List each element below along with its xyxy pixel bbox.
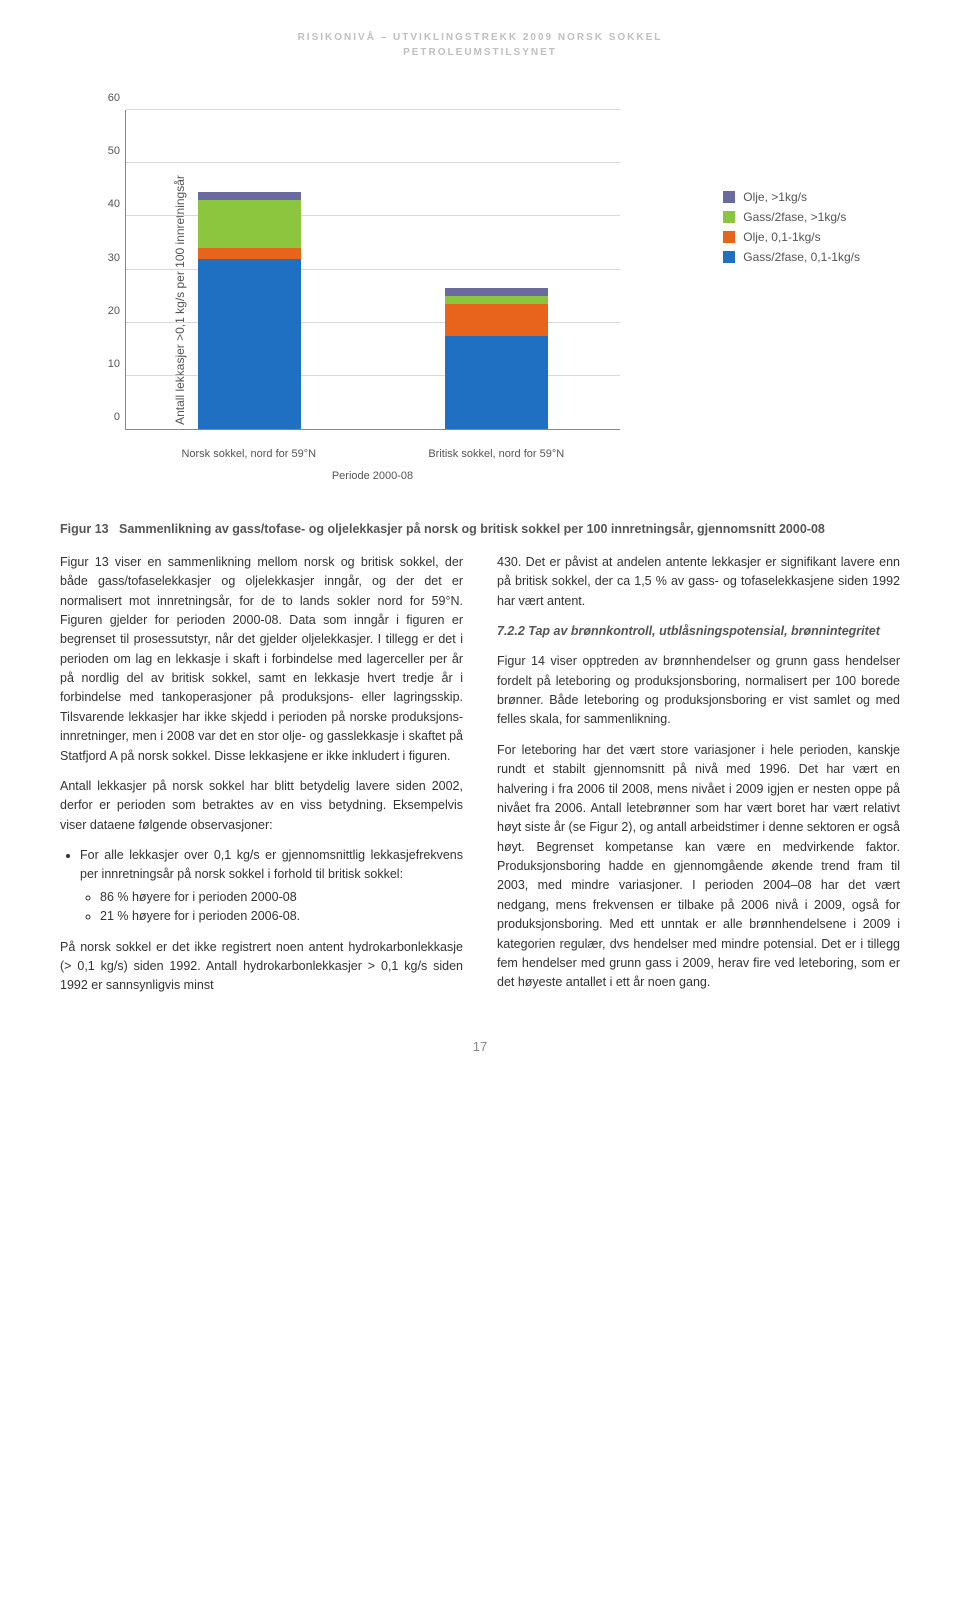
paragraph: Figur 14 viser opptreden av brønnhendels…	[497, 652, 900, 730]
legend-item: Gass/2fase, 0,1-1kg/s	[723, 250, 860, 264]
y-tick-label: 30	[96, 252, 120, 264]
section-subhead: 7.2.2 Tap av brønnkontroll, utblås­nings…	[497, 622, 900, 641]
body-text: Figur 13 viser en sammenlikning mellom n…	[60, 553, 900, 1005]
header-line-2: PETROLEUMSTILSYNET	[60, 45, 900, 60]
legend-label: Olje, >1kg/s	[743, 190, 807, 204]
bar-segment	[445, 288, 548, 296]
legend-swatch	[723, 251, 735, 263]
x-tick-label: Britisk sokkel, nord for 59°N	[407, 448, 585, 460]
list-item: For alle lekkasjer over 0,1 kg/s er gjen…	[80, 846, 463, 927]
legend-item: Gass/2fase, >1kg/s	[723, 210, 860, 224]
paragraph: Antall lekkasjer på norsk sokkel har bli…	[60, 777, 463, 835]
bar-segment	[198, 192, 301, 200]
figure-13-chart: Antall lekkasjer >0,1 kg/s per 100 innre…	[60, 100, 900, 500]
figure-label: Figur 13	[60, 522, 109, 536]
y-tick-label: 40	[96, 198, 120, 210]
paragraph: Figur 13 viser en sammenlikning mellom n…	[60, 553, 463, 766]
list-item: 86 % høyere for i perioden 2000-08	[100, 888, 463, 907]
list-item: 21 % høyere for i perioden 2006-08.	[100, 907, 463, 926]
legend-swatch	[723, 191, 735, 203]
paragraph: For leteboring har det vært store varias…	[497, 741, 900, 993]
y-tick-label: 50	[96, 145, 120, 157]
bar-segment	[445, 336, 548, 429]
x-axis-ticks: Norsk sokkel, nord for 59°N Britisk sokke…	[125, 448, 620, 460]
figure-caption: Figur 13 Sammenlikning av gass/tofase- o…	[60, 520, 900, 539]
x-axis-sublabel: Periode 2000-08	[125, 470, 620, 482]
legend-item: Olje, 0,1-1kg/s	[723, 230, 860, 244]
bar-segment	[198, 248, 301, 259]
bar-segment	[445, 304, 548, 336]
x-tick-label: Norsk sokkel, nord for 59°N	[160, 448, 338, 460]
y-tick-label: 60	[96, 92, 120, 104]
paragraph: 430. Det er påvist at andelen antente le…	[497, 553, 900, 611]
legend-label: Olje, 0,1-1kg/s	[743, 230, 820, 244]
figure-caption-text: Sammenlikning av gass/tofase- og oljelek…	[119, 522, 825, 536]
legend-swatch	[723, 231, 735, 243]
header-line-1: RISIKONIVÅ – UTVIKLINGSTREKK 2009 NORSK …	[60, 30, 900, 45]
y-tick-label: 0	[96, 411, 120, 423]
bar-segment	[198, 259, 301, 429]
page-number: 17	[60, 1039, 900, 1054]
y-tick-label: 10	[96, 358, 120, 370]
bullet-list: For alle lekkasjer over 0,1 kg/s er gjen…	[60, 846, 463, 927]
legend-swatch	[723, 211, 735, 223]
bar-segment	[198, 200, 301, 248]
chart-plot-area: 0102030405060	[125, 110, 620, 430]
legend-label: Gass/2fase, >1kg/s	[743, 210, 846, 224]
y-tick-label: 20	[96, 305, 120, 317]
report-header: RISIKONIVÅ – UTVIKLINGSTREKK 2009 NORSK …	[60, 30, 900, 60]
bar-segment	[445, 296, 548, 304]
chart-legend: Olje, >1kg/s Gass/2fase, >1kg/s Olje, 0,1-…	[723, 190, 860, 270]
paragraph: På norsk sokkel er det ikke registrert n…	[60, 938, 463, 996]
legend-item: Olje, >1kg/s	[723, 190, 860, 204]
legend-label: Gass/2fase, 0,1-1kg/s	[743, 250, 860, 264]
